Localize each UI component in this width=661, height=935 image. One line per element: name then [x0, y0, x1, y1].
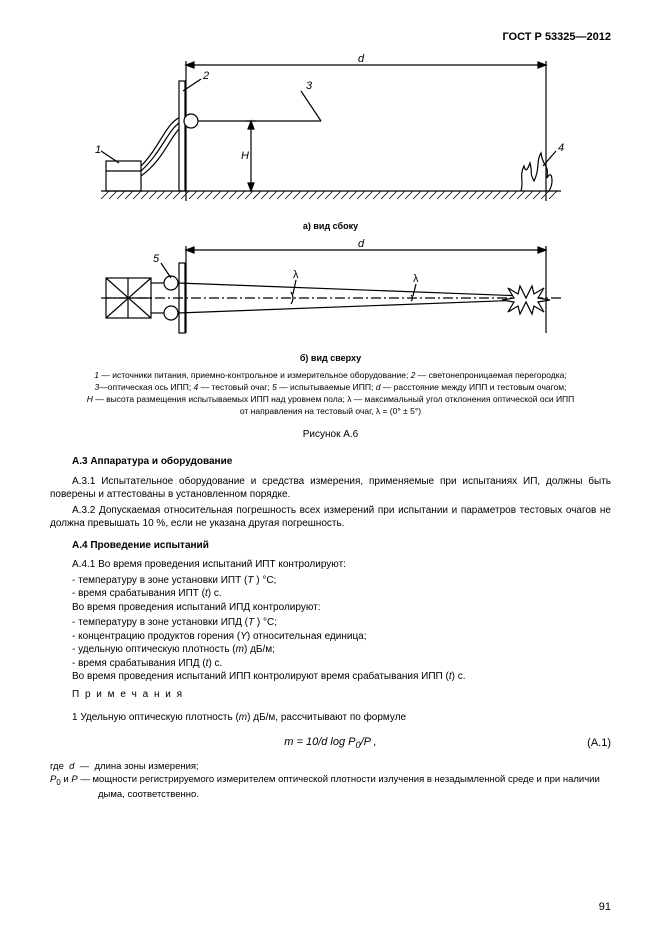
where-block: где d — длина зоны измерения; P0 и P — м…: [50, 761, 611, 801]
li-ipd-density: - удельную оптическую плотность (m) дБ/м…: [50, 643, 611, 657]
where-p: P0 и P — мощности регистрируемого измери…: [50, 774, 611, 801]
formula-number: (А.1): [587, 736, 611, 751]
figure-top-view: d 5: [50, 238, 611, 348]
figure-side-view: d 1 2 3: [50, 51, 611, 216]
li-ipt-time: - время срабатывания ИПТ (t) с.: [50, 587, 611, 601]
lambda-1: λ: [293, 269, 299, 281]
para-ipd-lead: Во время проведения испытаний ИПД контро…: [50, 601, 611, 615]
page-number: 91: [599, 900, 611, 915]
li-ipd-conc: - концентрацию продуктов горения (Y) отн…: [50, 630, 611, 644]
note-1: 1 Удельную оптическую плотность (m) дБ/м…: [50, 711, 611, 725]
legend-line-4: от направления на тестовый очаг, λ = (0°…: [50, 406, 611, 418]
para-a4-1-lead: А.4.1 Во время проведения испытаний ИПТ …: [50, 558, 611, 572]
dim-d-label: d: [357, 53, 364, 65]
figure-caption-b: б) вид сверху: [50, 352, 611, 364]
formula-a1: m = 10/d log P0/P ,: [284, 735, 376, 752]
section-a3-title: А.3 Аппаратура и оборудование: [50, 455, 611, 469]
formula-row: m = 10/d log P0/P , (А.1): [50, 735, 611, 752]
para-ipp: Во время проведения испытаний ИПП контро…: [50, 670, 611, 684]
section-a4-title: А.4 Проведение испытаний: [50, 539, 611, 553]
dim-H-label: H: [241, 150, 249, 162]
li-ipd-temp: - температуру в зоне установки ИПД (T ) …: [50, 616, 611, 630]
dim-d-label-b: d: [357, 238, 364, 250]
standard-code: ГОСТ Р 53325—2012: [50, 30, 611, 45]
callout-5: 5: [153, 253, 160, 265]
lambda-2: λ: [413, 273, 419, 285]
callout-4: 4: [558, 142, 564, 154]
page: ГОСТ Р 53325—2012 d 1: [0, 0, 661, 935]
legend-line-1: 1 — источники питания, приемно-контрольн…: [50, 370, 611, 382]
figure-legend: 1 — источники питания, приемно-контрольн…: [50, 370, 611, 418]
figure-number: Рисунок А.6: [50, 428, 611, 442]
figure-caption-a: а) вид сбоку: [50, 220, 611, 232]
li-ipd-time: - время срабатывания ИПД (t) с.: [50, 657, 611, 671]
legend-line-3: H — высота размещения испытываемых ИПП н…: [50, 394, 611, 406]
li-ipt-temp: - температуру в зоне установки ИПТ (T ) …: [50, 574, 611, 588]
notes-title: П р и м е ч а н и я: [50, 688, 611, 702]
where-d: где d — длина зоны измерения;: [50, 761, 611, 774]
legend-line-2: 3—оптическая ось ИПП; 4 — тестовый очаг;…: [50, 382, 611, 394]
callout-2: 2: [202, 70, 209, 82]
callout-1: 1: [95, 144, 101, 156]
para-a3-1: А.3.1 Испытательное оборудование и средс…: [50, 475, 611, 502]
callout-3: 3: [306, 80, 313, 92]
para-a3-2: А.3.2 Допускаемая относительная погрешно…: [50, 504, 611, 531]
